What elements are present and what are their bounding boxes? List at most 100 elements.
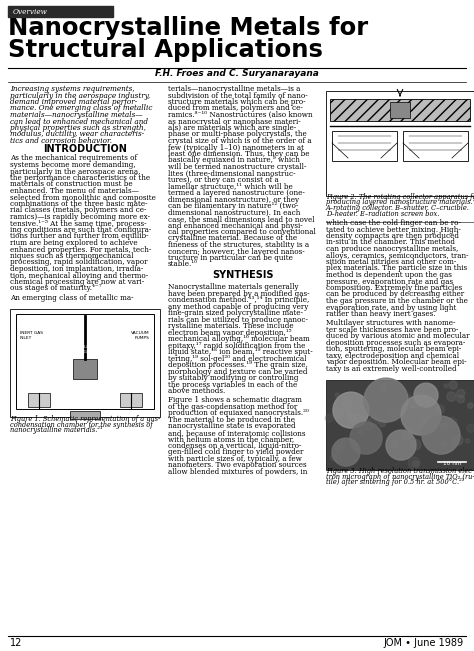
Circle shape	[337, 439, 346, 447]
Text: electron beam vapor deposition,¹⁵: electron beam vapor deposition,¹⁵	[168, 329, 292, 337]
Circle shape	[457, 395, 465, 403]
Bar	[73, 359, 97, 379]
Text: enhanced properties. For metals, tech-: enhanced properties. For metals, tech-	[10, 245, 151, 253]
Circle shape	[427, 416, 432, 421]
Text: lamellar structure,¹¹ which will be: lamellar structure,¹¹ which will be	[168, 182, 293, 191]
Text: as nanocrystal or nanophase materi-: as nanocrystal or nanophase materi-	[168, 117, 301, 126]
Text: deposition, ion implantation, irradia-: deposition, ion implantation, irradia-	[10, 265, 143, 273]
Circle shape	[442, 441, 447, 447]
Bar	[326, 91, 474, 196]
Text: An emerging class of metallic ma-: An emerging class of metallic ma-	[10, 294, 134, 301]
Text: ing conditions are such that configura-: ing conditions are such that configura-	[10, 226, 151, 234]
Circle shape	[392, 440, 399, 448]
Text: termed a layered nanostructure (one-: termed a layered nanostructure (one-	[168, 189, 305, 197]
Text: systems become more demanding,: systems become more demanding,	[10, 161, 136, 169]
Text: INERT GAS
INLET: INERT GAS INLET	[20, 331, 43, 340]
Text: materials of construction must be: materials of construction must be	[10, 180, 133, 189]
Text: can be produced by decreasing either: can be produced by decreasing either	[326, 290, 464, 299]
Text: As the mechanical requirements of: As the mechanical requirements of	[10, 154, 137, 163]
Text: producing layered nanostructure materials.¹¹: producing layered nanostructure material…	[326, 199, 474, 206]
Text: dimensional nanostructure), or they: dimensional nanostructure), or they	[168, 195, 299, 204]
Text: combinations of the three basic mate-: combinations of the three basic mate-	[10, 200, 147, 208]
Circle shape	[447, 392, 456, 401]
Text: case, the small dimensions lead to novel: case, the small dimensions lead to novel	[168, 215, 315, 223]
Text: tensive.¹⁻⁵ At the same time, process-: tensive.¹⁻⁵ At the same time, process-	[10, 219, 146, 227]
Text: duced from metals, polymers and ce-: duced from metals, polymers and ce-	[168, 105, 303, 113]
Text: processing, rapid solidification, vapor: processing, rapid solidification, vapor	[10, 258, 147, 266]
Bar	[330, 99, 470, 121]
Text: above methods.: above methods.	[168, 387, 225, 395]
Text: VACUUM
PUMPS: VACUUM PUMPS	[131, 331, 150, 340]
Text: Figure 1 shows a schematic diagram: Figure 1 shows a schematic diagram	[168, 396, 302, 404]
Text: in-situ in the chamber. This method: in-situ in the chamber. This method	[326, 238, 455, 247]
Text: density compacts are then produced: density compacts are then produced	[326, 232, 459, 240]
Text: 10 nm: 10 nm	[443, 461, 461, 466]
Circle shape	[423, 419, 428, 425]
Text: tures), or they can consist of a: tures), or they can consist of a	[168, 176, 279, 184]
Circle shape	[363, 421, 372, 430]
Circle shape	[333, 408, 343, 418]
Text: tructure in particular can be quite: tructure in particular can be quite	[168, 254, 293, 262]
Circle shape	[468, 403, 473, 408]
Circle shape	[401, 395, 441, 435]
Text: phase or multi-phase polycrystals, the: phase or multi-phase polycrystals, the	[168, 130, 307, 139]
Text: deposition processes such as evapora-: deposition processes such as evapora-	[326, 339, 465, 346]
Text: deposition processes.¹⁹ The grain size,: deposition processes.¹⁹ The grain size,	[168, 361, 308, 369]
Circle shape	[364, 378, 408, 422]
Text: Figure 3. High-resolution transmission elec-: Figure 3. High-resolution transmission e…	[326, 467, 474, 475]
Text: cal properties compared to conventional: cal properties compared to conventional	[168, 228, 316, 236]
Circle shape	[348, 414, 356, 422]
Text: als) are materials which are single-: als) are materials which are single-	[168, 124, 296, 132]
Circle shape	[406, 394, 410, 398]
Circle shape	[354, 415, 365, 426]
Text: basically equiaxed in nature,⁹ which: basically equiaxed in nature,⁹ which	[168, 156, 300, 165]
Text: demand improved material perfor-: demand improved material perfor-	[10, 98, 137, 106]
Text: have been prepared by a modified gas-: have been prepared by a modified gas-	[168, 290, 310, 298]
Text: least one dimension. Thus, they can be: least one dimension. Thus, they can be	[168, 150, 310, 158]
Circle shape	[332, 438, 360, 466]
Text: tions further and further from equilib-: tions further and further from equilib-	[10, 232, 149, 240]
Circle shape	[386, 430, 416, 460]
Bar	[326, 380, 474, 470]
Text: any method capable of producing very: any method capable of producing very	[168, 303, 309, 311]
Text: fine-grain sized polycrystalline mate-: fine-grain sized polycrystalline mate-	[168, 309, 303, 317]
Circle shape	[467, 424, 474, 432]
Circle shape	[444, 384, 448, 388]
Circle shape	[417, 423, 424, 431]
Text: crystal size of which is of the order of a: crystal size of which is of the order of…	[168, 137, 311, 145]
Text: composition. Extremely fine particles: composition. Extremely fine particles	[326, 284, 462, 292]
Text: nanocrystalline state is evaporated: nanocrystalline state is evaporated	[168, 422, 296, 430]
Text: enhanced. The menu of materials—: enhanced. The menu of materials—	[10, 187, 139, 195]
Circle shape	[410, 439, 421, 450]
Text: structure materials which can be pro-: structure materials which can be pro-	[168, 98, 306, 106]
Circle shape	[456, 389, 465, 398]
Text: particularly in the aerospace industry,: particularly in the aerospace industry,	[10, 92, 150, 100]
Text: The material to be produced in the: The material to be produced in the	[168, 416, 295, 424]
Bar	[390, 102, 410, 118]
Circle shape	[331, 454, 337, 460]
Circle shape	[409, 396, 420, 408]
Circle shape	[345, 408, 351, 415]
Text: can produce nanocrystalline metals,: can produce nanocrystalline metals,	[326, 245, 458, 253]
Text: niques such as thermomechanical: niques such as thermomechanical	[10, 252, 134, 260]
Circle shape	[333, 392, 369, 428]
Text: with helium atoms in the chamber,: with helium atoms in the chamber,	[168, 436, 294, 443]
Text: condenses on a vertical, liquid-nitro-: condenses on a vertical, liquid-nitro-	[168, 442, 301, 450]
Text: allow blended mixtures of powders, in: allow blended mixtures of powders, in	[168, 468, 307, 476]
Text: concern; however, the layered nanos-: concern; however, the layered nanos-	[168, 247, 305, 255]
Text: ramics)—is rapidly becoming more ex-: ramics)—is rapidly becoming more ex-	[10, 213, 150, 221]
Text: sition metal nitrides and other com-: sition metal nitrides and other com-	[326, 258, 456, 266]
Text: Structural Applications: Structural Applications	[8, 38, 323, 62]
Bar	[16, 314, 154, 409]
Text: COLD
FINGER: COLD FINGER	[77, 346, 92, 354]
Circle shape	[408, 457, 420, 469]
Text: rial classes (metals, polymers and ce-: rial classes (metals, polymers and ce-	[10, 206, 146, 214]
Text: JOM • June 1989: JOM • June 1989	[384, 638, 464, 648]
Text: tics and corrosion behavior.: tics and corrosion behavior.	[10, 137, 112, 145]
Bar	[8, 6, 113, 17]
Text: condensation method.¹³,¹⁴ In principle,: condensation method.¹³,¹⁴ In principle,	[168, 296, 309, 304]
Text: and, because of interatomic collisions: and, because of interatomic collisions	[168, 429, 306, 437]
Circle shape	[342, 397, 351, 407]
Text: and enhanced mechanical and physi-: and enhanced mechanical and physi-	[168, 221, 303, 230]
Text: production of equiaxed nanocrystals.²⁰: production of equiaxed nanocrystals.²⁰	[168, 409, 309, 417]
